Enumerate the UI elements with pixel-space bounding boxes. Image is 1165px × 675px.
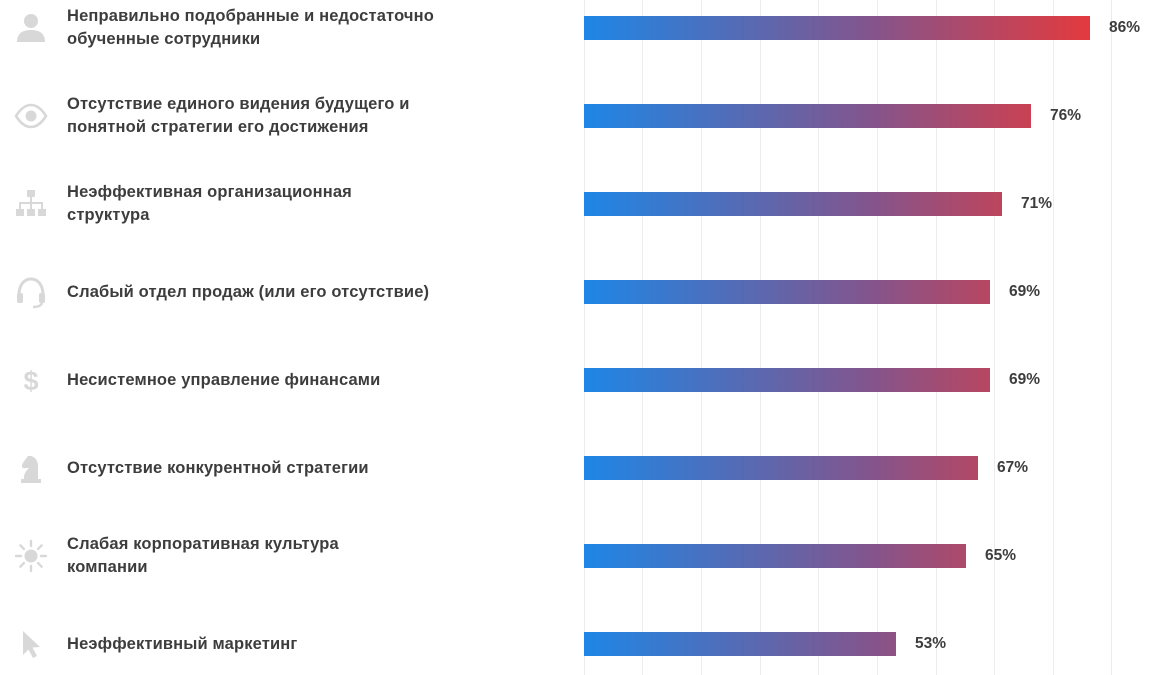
headset-icon bbox=[14, 275, 48, 309]
grid-line bbox=[994, 0, 995, 675]
category-label-line: Слабый отдел продаж (или его отсутствие) bbox=[67, 282, 430, 301]
bar bbox=[584, 368, 990, 392]
category-label-line: Отсутствие единого видения будущего и bbox=[67, 95, 410, 113]
bar bbox=[584, 16, 1090, 40]
category-label-line: структура bbox=[67, 206, 150, 224]
org-chart-icon bbox=[14, 187, 48, 221]
category-label: Слабая корпоративная культура компании bbox=[67, 533, 487, 579]
grid-line bbox=[1111, 0, 1112, 675]
grid-line bbox=[584, 0, 585, 675]
value-label: 69% bbox=[1009, 371, 1041, 388]
eye-icon bbox=[14, 99, 48, 133]
bar bbox=[584, 280, 990, 304]
value-label: 76% bbox=[1050, 107, 1082, 124]
category-label-line: Отсутствие конкурентной стратегии bbox=[67, 458, 369, 477]
category-label: Отсутствие единого видения будущего и пон… bbox=[67, 93, 487, 139]
grid-line bbox=[818, 0, 819, 675]
category-label-line: Неправильно подобранные и недостаточно bbox=[67, 7, 434, 25]
category-label: Неэффективный маркетинг bbox=[67, 633, 487, 656]
category-label-line: понятной стратегии его достижения bbox=[67, 118, 369, 136]
bar bbox=[584, 544, 966, 568]
cursor-icon bbox=[14, 627, 48, 661]
category-label-line: Слабая корпоративная культура bbox=[67, 535, 339, 553]
category-label: Неэффективная организационная структура bbox=[67, 181, 487, 227]
value-label: 69% bbox=[1009, 283, 1041, 300]
user-icon bbox=[14, 11, 48, 45]
category-label-line: компании bbox=[67, 558, 148, 576]
grid-line bbox=[760, 0, 761, 675]
grid-line bbox=[642, 0, 643, 675]
svg-text:$: $ bbox=[23, 366, 38, 396]
bar bbox=[584, 632, 896, 656]
bar bbox=[584, 192, 1002, 216]
dollar-icon: $ bbox=[14, 363, 48, 397]
value-label: 65% bbox=[985, 547, 1017, 564]
sun-icon bbox=[14, 539, 48, 573]
value-label: 71% bbox=[1021, 195, 1053, 212]
grid-line bbox=[877, 0, 878, 675]
category-label-line: обученные сотрудники bbox=[67, 30, 261, 48]
bar bbox=[584, 456, 978, 480]
grid-line bbox=[1053, 0, 1054, 675]
grid-line bbox=[701, 0, 702, 675]
value-label: 86% bbox=[1109, 19, 1141, 36]
category-label: Несистемное управление финансами bbox=[67, 369, 487, 392]
value-label: 53% bbox=[915, 635, 947, 652]
grid-line bbox=[936, 0, 937, 675]
category-label-line: Несистемное управление финансами bbox=[67, 370, 381, 389]
bar bbox=[584, 104, 1031, 128]
category-label-line: Неэффективная организационная bbox=[67, 183, 352, 201]
chess-knight-icon bbox=[14, 451, 48, 485]
value-label: 67% bbox=[997, 459, 1029, 476]
category-label: Отсутствие конкурентной стратегии bbox=[67, 457, 487, 480]
category-label: Слабый отдел продаж (или его отсутствие) bbox=[67, 281, 487, 304]
category-label: Неправильно подобранные и недостаточно об… bbox=[67, 5, 487, 51]
category-label-line: Неэффективный маркетинг bbox=[67, 634, 298, 653]
